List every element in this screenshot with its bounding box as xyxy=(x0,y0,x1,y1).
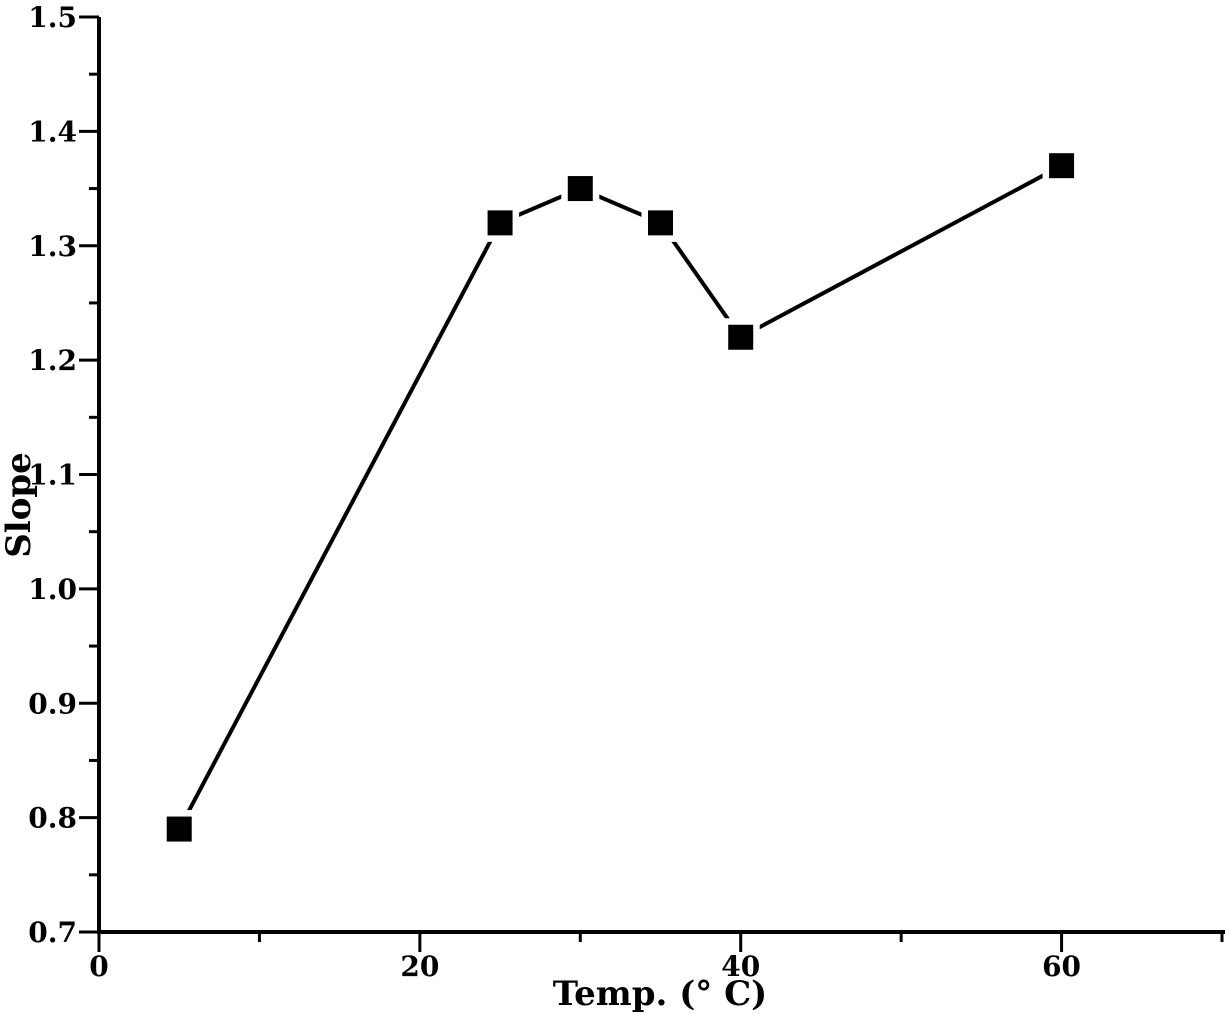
x-tick-label: 60 xyxy=(1042,950,1081,983)
data-point xyxy=(728,324,754,350)
data-point xyxy=(567,176,593,202)
x-axis-label: Temp. (° C) xyxy=(553,974,768,1014)
y-tick-label: 1.1 xyxy=(28,459,77,492)
x-tick-label: 0 xyxy=(89,950,108,983)
x-tick-label: 20 xyxy=(400,950,439,983)
data-point xyxy=(487,210,513,236)
y-axis-label: Slope xyxy=(0,452,39,558)
data-point xyxy=(648,210,673,236)
y-tick-label: 1.3 xyxy=(28,230,77,263)
y-tick-label: 1.2 xyxy=(28,344,77,377)
y-tick-label: 0.8 xyxy=(28,802,77,835)
x-tick-label: 40 xyxy=(721,950,760,983)
y-tick-label: 1.4 xyxy=(28,115,77,148)
y-tick-label: 0.7 xyxy=(28,916,77,949)
y-tick-label: 1.0 xyxy=(28,573,77,606)
data-point xyxy=(166,816,192,842)
y-tick-label: 1.5 xyxy=(28,1,77,34)
series-line xyxy=(177,163,1063,830)
y-tick-label: 0.9 xyxy=(28,687,77,720)
data-point xyxy=(1049,153,1075,179)
